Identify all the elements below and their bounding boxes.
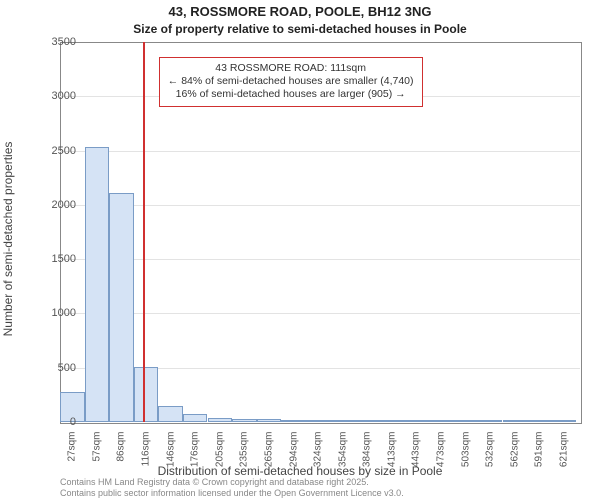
annotation-line: 16% of semi-detached houses are larger (…	[168, 88, 414, 101]
xtick-label: 413sqm	[386, 432, 397, 468]
plot-area: 43 ROSSMORE ROAD: 111sqm← 84% of semi-de…	[60, 42, 580, 422]
xtick-label: 324sqm	[313, 432, 324, 468]
xtick-label: 205sqm	[214, 432, 225, 468]
xtick-label: 591sqm	[534, 432, 545, 468]
xtick-label: 443sqm	[411, 432, 422, 468]
xtick-label: 86sqm	[116, 432, 127, 468]
histogram-bar	[85, 147, 110, 422]
histogram-bar	[183, 414, 208, 422]
ytick-label: 1500	[52, 253, 76, 265]
xtick-label: 621sqm	[558, 432, 569, 468]
histogram-bar	[281, 420, 306, 422]
footnote-line1: Contains HM Land Registry data © Crown c…	[60, 477, 404, 487]
histogram-bar	[453, 420, 478, 422]
ytick-label: 500	[58, 362, 76, 374]
ytick-label: 2000	[52, 199, 76, 211]
xtick-label: 503sqm	[460, 432, 471, 468]
ytick-label: 3000	[52, 90, 76, 102]
histogram-bar	[503, 420, 528, 422]
xtick-label: 265sqm	[263, 432, 274, 468]
reference-line	[143, 42, 145, 422]
xtick-label: 116sqm	[141, 432, 152, 468]
chart-subtitle: Size of property relative to semi-detach…	[0, 22, 600, 36]
xtick-label: 532sqm	[485, 432, 496, 468]
histogram-bar	[208, 418, 233, 422]
histogram-bar	[257, 419, 282, 422]
histogram-bar	[429, 420, 454, 422]
xtick-label: 384sqm	[362, 432, 373, 468]
histogram-bar	[355, 420, 380, 422]
xtick-label: 176sqm	[190, 432, 201, 468]
xtick-label: 57sqm	[91, 432, 102, 468]
histogram-bar	[404, 420, 429, 422]
xtick-label: 27sqm	[67, 432, 78, 468]
histogram-bar	[158, 406, 183, 422]
xtick-label: 354sqm	[337, 432, 348, 468]
annotation-line: ← 84% of semi-detached houses are smalle…	[168, 75, 414, 88]
xtick-label: 146sqm	[165, 432, 176, 468]
histogram-bar	[306, 420, 331, 422]
gridline	[60, 151, 580, 152]
annotation-box: 43 ROSSMORE ROAD: 111sqm← 84% of semi-de…	[159, 57, 423, 106]
ytick-label: 0	[70, 416, 76, 428]
ytick-label: 3500	[52, 36, 76, 48]
xtick-label: 562sqm	[509, 432, 520, 468]
histogram-bar	[330, 420, 355, 422]
histogram-bar	[232, 419, 257, 422]
xtick-label: 294sqm	[288, 432, 299, 468]
chart-title: 43, ROSSMORE ROAD, POOLE, BH12 3NG	[0, 4, 600, 19]
annotation-line: 43 ROSSMORE ROAD: 111sqm	[168, 62, 414, 75]
xtick-label: 235sqm	[239, 432, 250, 468]
gridline	[60, 259, 580, 260]
histogram-bar	[380, 420, 405, 422]
gridline	[60, 313, 580, 314]
ytick-label: 2500	[52, 145, 76, 157]
footnote: Contains HM Land Registry data © Crown c…	[60, 477, 404, 498]
histogram-bar	[552, 420, 577, 422]
xtick-label: 473sqm	[436, 432, 447, 468]
histogram-bar	[478, 420, 503, 422]
chart-container: 43, ROSSMORE ROAD, POOLE, BH12 3NG Size …	[0, 0, 600, 500]
histogram-bar	[109, 193, 134, 422]
gridline	[60, 205, 580, 206]
histogram-bar	[527, 420, 552, 422]
footnote-line2: Contains public sector information licen…	[60, 488, 404, 498]
histogram-bar	[134, 367, 159, 422]
ytick-label: 1000	[52, 307, 76, 319]
